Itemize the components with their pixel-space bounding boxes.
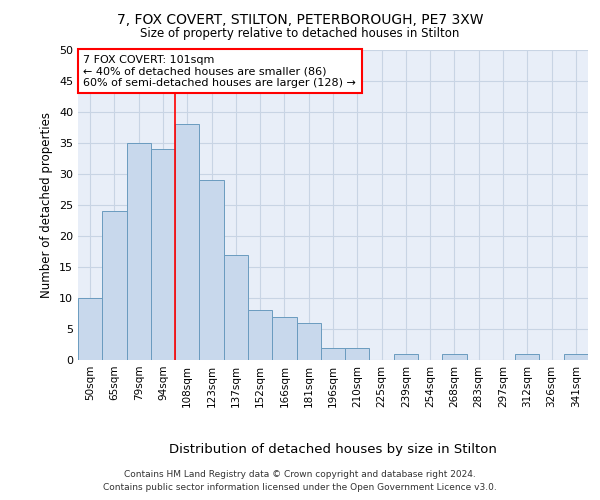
- Bar: [199, 180, 224, 360]
- Bar: [394, 354, 418, 360]
- Bar: [345, 348, 370, 360]
- Bar: [127, 143, 151, 360]
- Text: 7 FOX COVERT: 101sqm
← 40% of detached houses are smaller (86)
60% of semi-detac: 7 FOX COVERT: 101sqm ← 40% of detached h…: [83, 54, 356, 88]
- Text: 7, FOX COVERT, STILTON, PETERBOROUGH, PE7 3XW: 7, FOX COVERT, STILTON, PETERBOROUGH, PE…: [117, 12, 483, 26]
- Bar: [224, 254, 248, 360]
- Text: Contains HM Land Registry data © Crown copyright and database right 2024.: Contains HM Land Registry data © Crown c…: [124, 470, 476, 479]
- Bar: [102, 211, 127, 360]
- Bar: [151, 149, 175, 360]
- Bar: [515, 354, 539, 360]
- Bar: [175, 124, 199, 360]
- Bar: [564, 354, 588, 360]
- Bar: [296, 323, 321, 360]
- Bar: [78, 298, 102, 360]
- Y-axis label: Number of detached properties: Number of detached properties: [40, 112, 53, 298]
- Bar: [442, 354, 467, 360]
- Text: Size of property relative to detached houses in Stilton: Size of property relative to detached ho…: [140, 28, 460, 40]
- Bar: [321, 348, 345, 360]
- Bar: [272, 316, 296, 360]
- Text: Contains public sector information licensed under the Open Government Licence v3: Contains public sector information licen…: [103, 482, 497, 492]
- Text: Distribution of detached houses by size in Stilton: Distribution of detached houses by size …: [169, 442, 497, 456]
- Bar: [248, 310, 272, 360]
